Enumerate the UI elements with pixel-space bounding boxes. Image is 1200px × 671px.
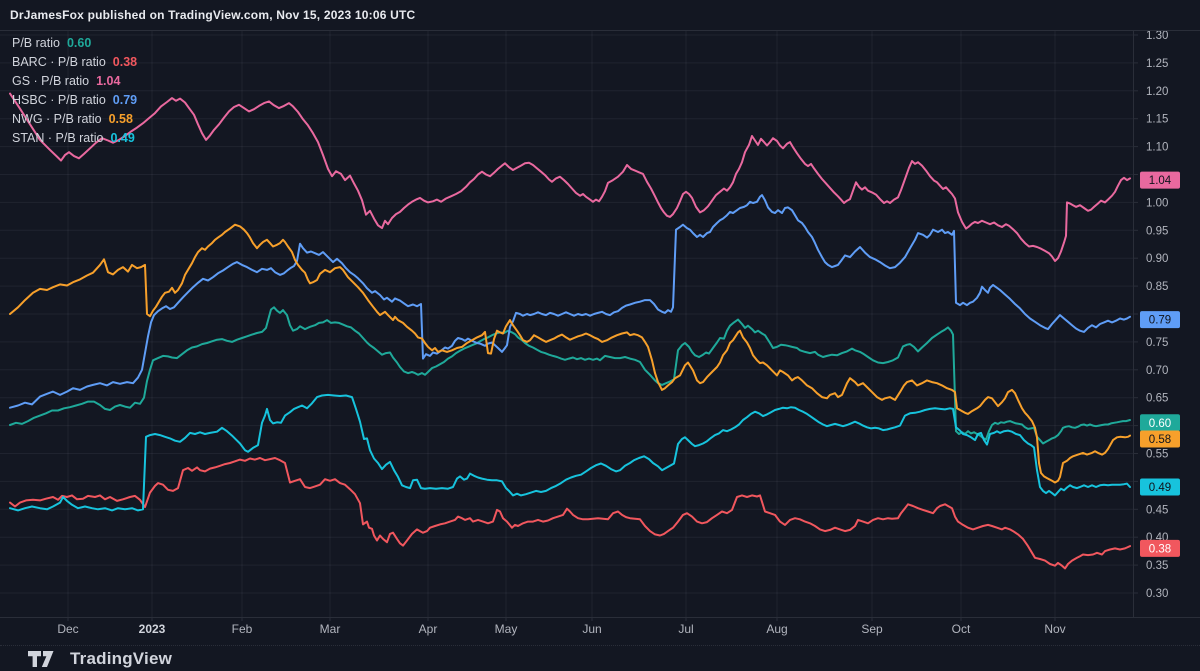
price-badge-gs xyxy=(1140,171,1180,189)
series-line-stan xyxy=(9,393,1131,512)
price-axis-label: 0.55 xyxy=(1146,449,1168,461)
price-axis-label: 0.75 xyxy=(1146,337,1168,349)
legend-label: BARC · P/B ratio xyxy=(12,55,106,69)
time-axis-label: Mar xyxy=(320,622,341,636)
chart-canvas[interactable]: 0.300.350.400.450.550.650.700.750.850.90… xyxy=(0,30,1200,645)
chart-area[interactable]: 0.30 0.35 0.40 0.45 0.55 0.65 0.70 0.75 0.85 0.90… xyxy=(0,30,1200,645)
price-axis-label: 0.85 xyxy=(1146,281,1168,293)
legend-label: GS · P/B ratio xyxy=(12,74,90,88)
time-axis-label: 2023 xyxy=(139,622,166,636)
header-bar: DrJamesFox published on TradingView.com,… xyxy=(0,0,1200,30)
legend-label: STAN · P/B ratio xyxy=(12,131,104,145)
time-axis-label: Dec xyxy=(57,622,78,636)
price-badge-barc xyxy=(1140,539,1180,557)
time-axis-label: Nov xyxy=(1044,622,1065,636)
legend-value: 0.49 xyxy=(110,131,135,145)
price-badge-value: 0.38 xyxy=(1149,543,1171,555)
price-badge-value: 0.60 xyxy=(1149,418,1171,430)
tradingview-brand-text[interactable]: TradingView xyxy=(70,649,173,668)
legend-item-hsbc[interactable]: HSBC · P/B ratio 0.79 xyxy=(12,93,137,107)
price-axis-label: 1.00 xyxy=(1146,197,1168,209)
price-axis-label: 1.25 xyxy=(1146,58,1168,70)
time-axis-label: Jul xyxy=(678,622,693,636)
price-axis-label: 0.35 xyxy=(1146,560,1168,572)
price-axis-label: 0.70 xyxy=(1146,365,1168,377)
price-axis-label: 1.10 xyxy=(1146,142,1168,154)
price-badge-stan xyxy=(1140,478,1180,496)
legend-item-barc[interactable]: BARC · P/B ratio 0.38 xyxy=(12,55,137,69)
series-line-pb xyxy=(9,306,1131,445)
page-title: DrJamesFox published on TradingView.com,… xyxy=(10,8,416,22)
footer-bar: TradingView xyxy=(0,645,1200,671)
legend-value: 0.38 xyxy=(112,55,138,69)
price-badge-value: 0.49 xyxy=(1149,482,1171,494)
price-axis-label: 0.95 xyxy=(1146,225,1168,237)
time-axis-label: Apr xyxy=(419,622,438,636)
legend-value: 0.79 xyxy=(112,93,138,107)
price-axis-label: 0.90 xyxy=(1146,253,1168,265)
legend-value: 1.04 xyxy=(96,74,121,88)
legend-item-stan[interactable]: STAN · P/B ratio 0.49 xyxy=(12,131,137,145)
legend-item-nwg[interactable]: NWG · P/B ratio 0.58 xyxy=(12,112,137,126)
legend-label: NWG · P/B ratio xyxy=(12,112,102,126)
price-badge-value: 0.79 xyxy=(1149,315,1171,327)
tradingview-logo-icon[interactable] xyxy=(28,650,62,668)
series-line-hsbc xyxy=(9,194,1131,409)
price-badge-value: 1.04 xyxy=(1149,175,1172,187)
price-axis-label: 0.65 xyxy=(1146,393,1168,405)
time-axis-label: Sep xyxy=(861,622,883,636)
price-axis-label: 1.30 xyxy=(1146,30,1168,42)
series-line-gs xyxy=(9,92,1131,262)
price-badge-pb xyxy=(1140,414,1180,432)
time-axis-label: Feb xyxy=(232,622,253,636)
price-badge-hsbc xyxy=(1140,311,1180,329)
price-axis-label: 1.20 xyxy=(1146,86,1168,98)
time-axis-label: Aug xyxy=(766,622,787,636)
price-axis-label: 0.45 xyxy=(1146,504,1168,516)
series-line-barc xyxy=(9,457,1131,570)
time-axis-label: Jun xyxy=(582,622,601,636)
time-axis-label: Oct xyxy=(952,622,971,636)
price-badge-value: 0.58 xyxy=(1149,434,1171,446)
legend-item-gs[interactable]: GS · P/B ratio 1.04 xyxy=(12,74,137,88)
time-axis-label: May xyxy=(495,622,518,636)
price-axis-label: 0.30 xyxy=(1146,588,1168,600)
price-badge-nwg xyxy=(1140,430,1180,448)
legend-label: P/B ratio xyxy=(12,36,60,50)
legend-item-pb[interactable]: P/B ratio 0.60 xyxy=(12,36,137,50)
price-axis-label: 1.15 xyxy=(1146,114,1168,126)
legend-label: HSBC · P/B ratio xyxy=(12,93,106,107)
legend-value: 0.60 xyxy=(66,36,92,50)
legend: P/B ratio 0.60 BARC · P/B ratio 0.38 GS … xyxy=(12,36,137,145)
series-line-nwg xyxy=(9,223,1131,484)
legend-value: 0.58 xyxy=(108,112,133,126)
